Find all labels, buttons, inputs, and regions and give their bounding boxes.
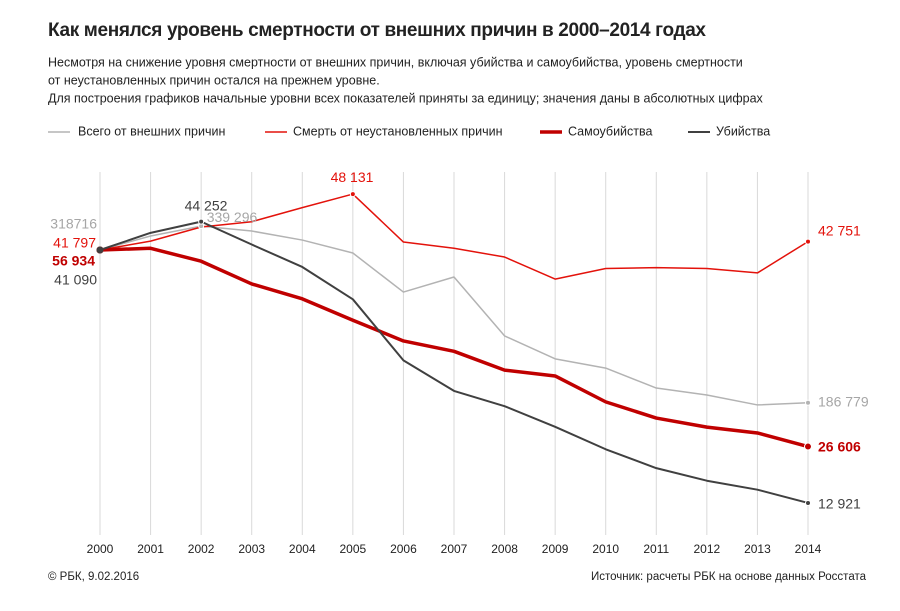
x-tick-label: 2014 <box>795 542 822 556</box>
x-tick-label: 2001 <box>137 542 164 556</box>
copyright: © РБК, 9.02.2016 <box>48 571 139 583</box>
series-line <box>99 225 809 406</box>
x-tick-label: 2012 <box>694 542 721 556</box>
point-marker <box>804 442 812 451</box>
data-label: 42 751 <box>818 222 861 238</box>
x-tick-label: 2003 <box>238 542 265 556</box>
point-marker <box>198 218 205 225</box>
point-marker <box>805 238 811 245</box>
subtitle: Для построения графиков начальные уровни… <box>48 91 764 105</box>
chart-title: Как менялся уровень смертности от внешни… <box>48 20 706 41</box>
x-tick-label: 2006 <box>390 542 417 556</box>
x-tick-label: 2002 <box>188 542 215 556</box>
x-tick-label: 2007 <box>441 542 468 556</box>
legend-label: Смерть от неустановленных причин <box>293 124 503 138</box>
x-tick-label: 2005 <box>340 542 367 556</box>
x-tick-label: 2008 <box>491 542 518 556</box>
data-label: 339 296 <box>207 209 258 225</box>
legend-label: Всего от внешних причин <box>78 124 225 138</box>
data-label: 12 921 <box>818 496 861 512</box>
data-label: 41 797 <box>53 235 96 251</box>
point-marker <box>805 399 811 406</box>
data-label: 26 606 <box>818 438 861 454</box>
data-label: 186 779 <box>818 393 869 409</box>
legend-label: Самоубийства <box>568 124 653 138</box>
subtitle: Несмотря на снижение уровня смертности о… <box>48 55 743 69</box>
data-label: 41 090 <box>54 272 97 288</box>
series-line <box>99 220 809 504</box>
series-line <box>99 246 809 449</box>
x-tick-label: 2013 <box>744 542 771 556</box>
data-label: 44 252 <box>185 197 228 213</box>
series-line <box>99 193 809 280</box>
x-tick-label: 2009 <box>542 542 569 556</box>
subtitle: от неустановленных причин остался на пре… <box>48 73 380 87</box>
x-tick-label: 2000 <box>87 542 114 556</box>
source: Источник: расчеты РБК на основе данных Р… <box>591 571 867 583</box>
x-tick-label: 2011 <box>643 542 669 556</box>
x-tick-label: 2010 <box>592 542 619 556</box>
data-label: 48 131 <box>331 169 374 185</box>
x-tick-label: 2004 <box>289 542 316 556</box>
data-label: 318716 <box>50 216 97 232</box>
data-label: 56 934 <box>52 253 95 269</box>
point-marker <box>96 246 104 254</box>
point-marker <box>805 499 811 506</box>
legend-label: Убийства <box>716 124 770 138</box>
point-marker <box>349 191 356 198</box>
